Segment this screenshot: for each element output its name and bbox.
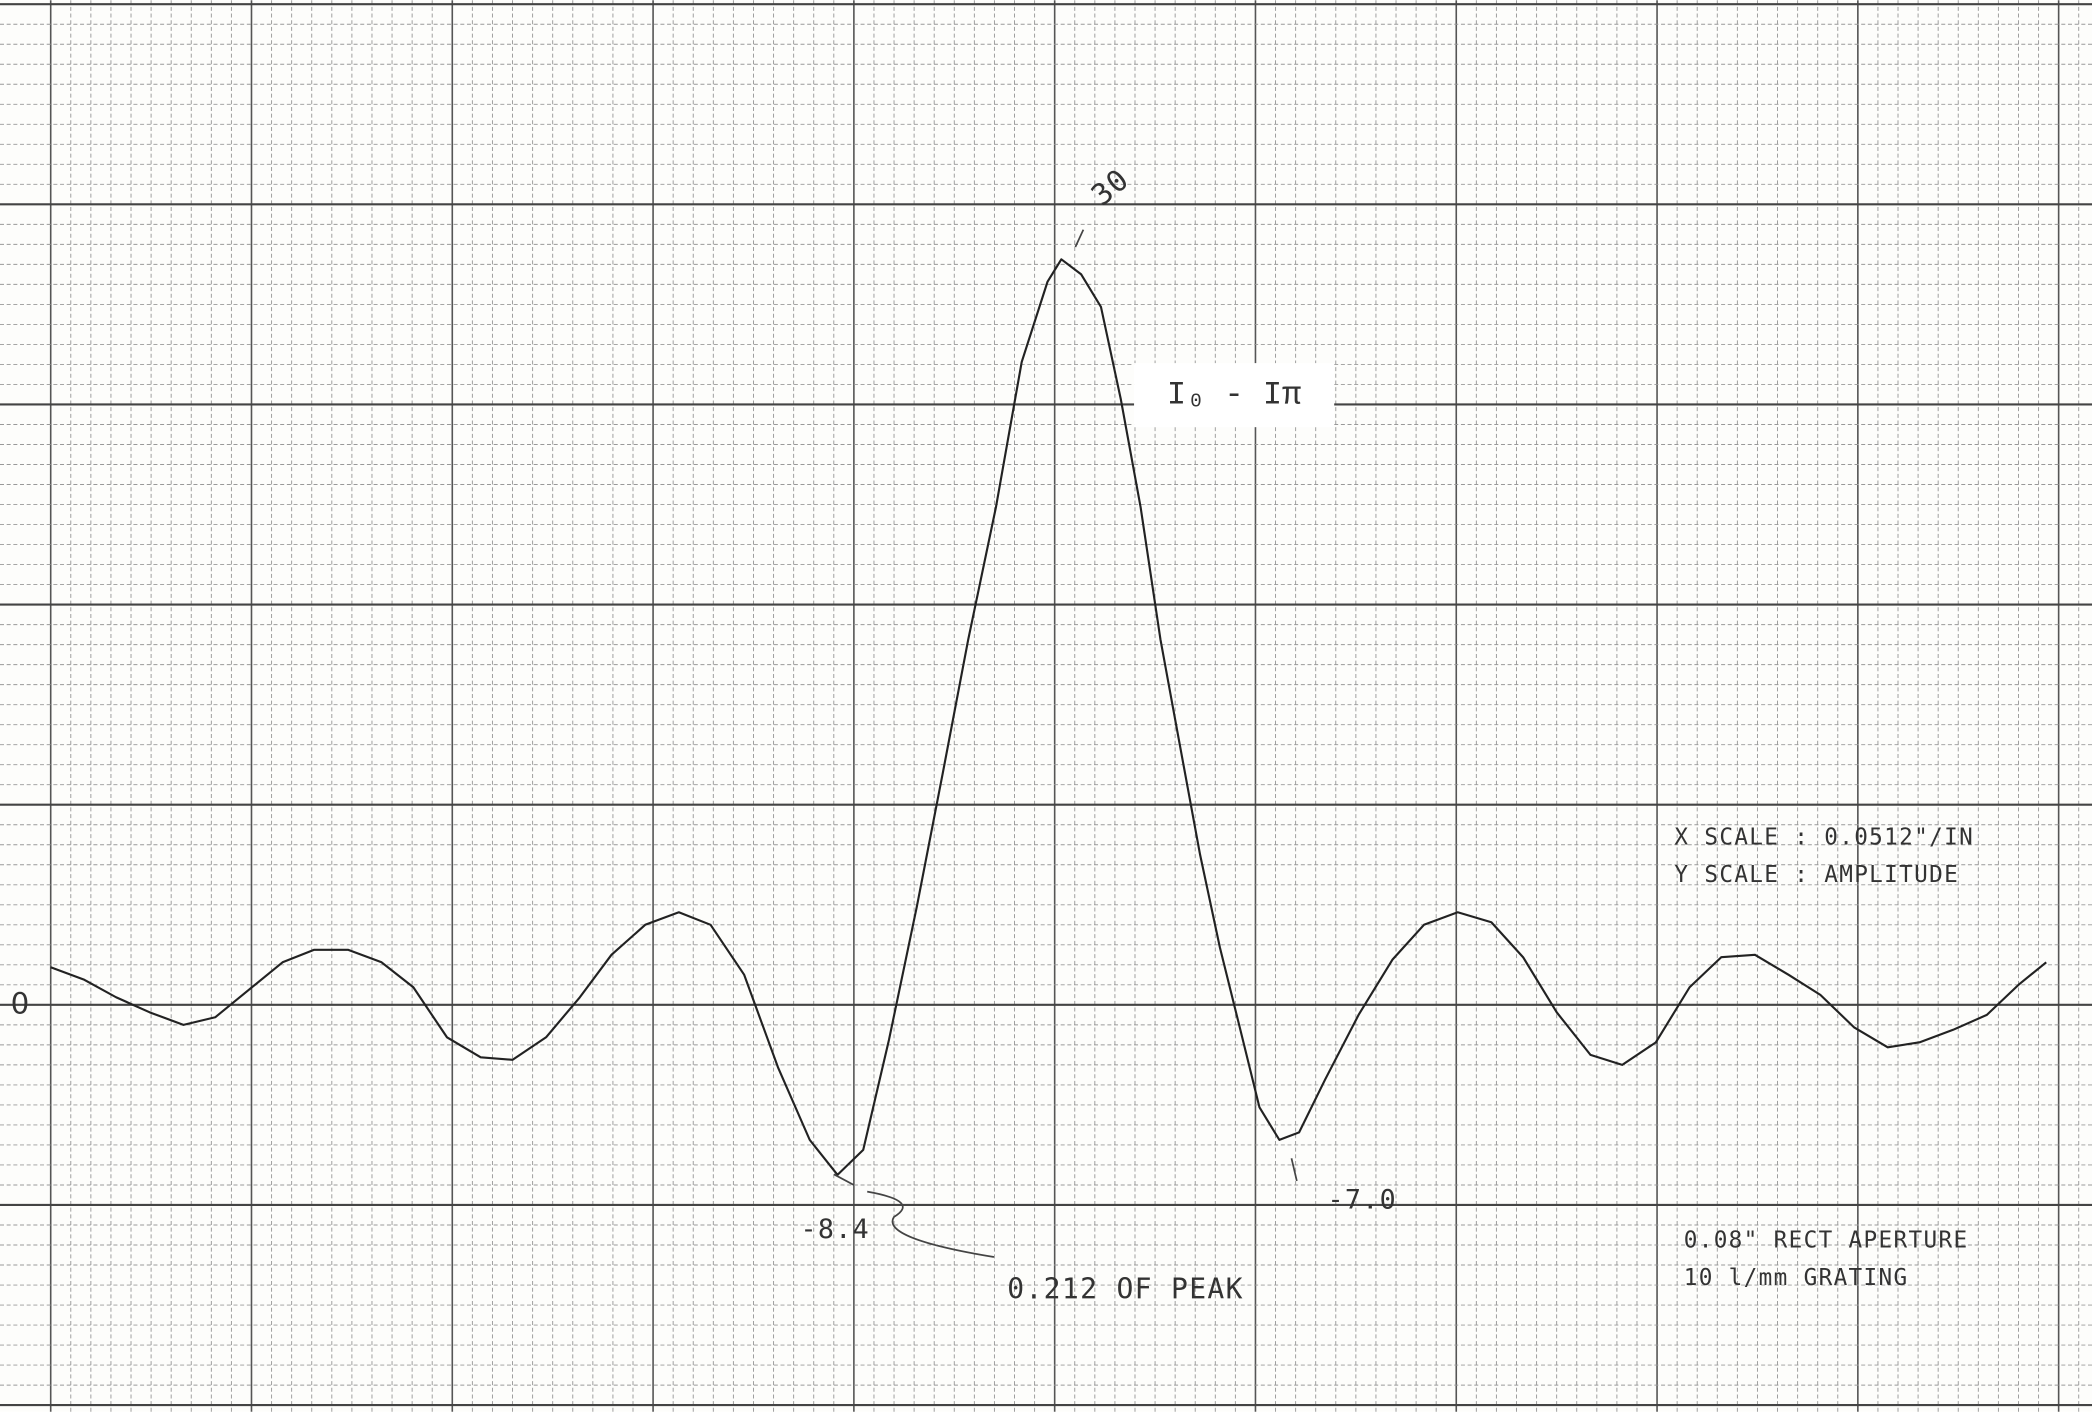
series-label: I₀ - Iπ: [1167, 377, 1302, 414]
annotation: 10 l/mm GRATING: [1684, 1265, 1909, 1291]
chart: 0I₀ - Iπ30-8.4-7.00.212 OF PEAKX SCALE :…: [0, 0, 2092, 1412]
annotation: 0.08" RECT APERTURE: [1684, 1228, 1969, 1254]
y-tick-label: 0: [11, 986, 30, 1020]
annotation: -7.0: [1328, 1184, 1398, 1215]
annotation: Y SCALE : AMPLITUDE: [1674, 862, 1959, 888]
annotation: -8.4: [801, 1214, 871, 1245]
annotation: X SCALE : 0.0512"/IN: [1674, 825, 1974, 851]
paper: [0, 0, 2092, 1412]
annotation: 0.212 OF PEAK: [1007, 1272, 1244, 1305]
